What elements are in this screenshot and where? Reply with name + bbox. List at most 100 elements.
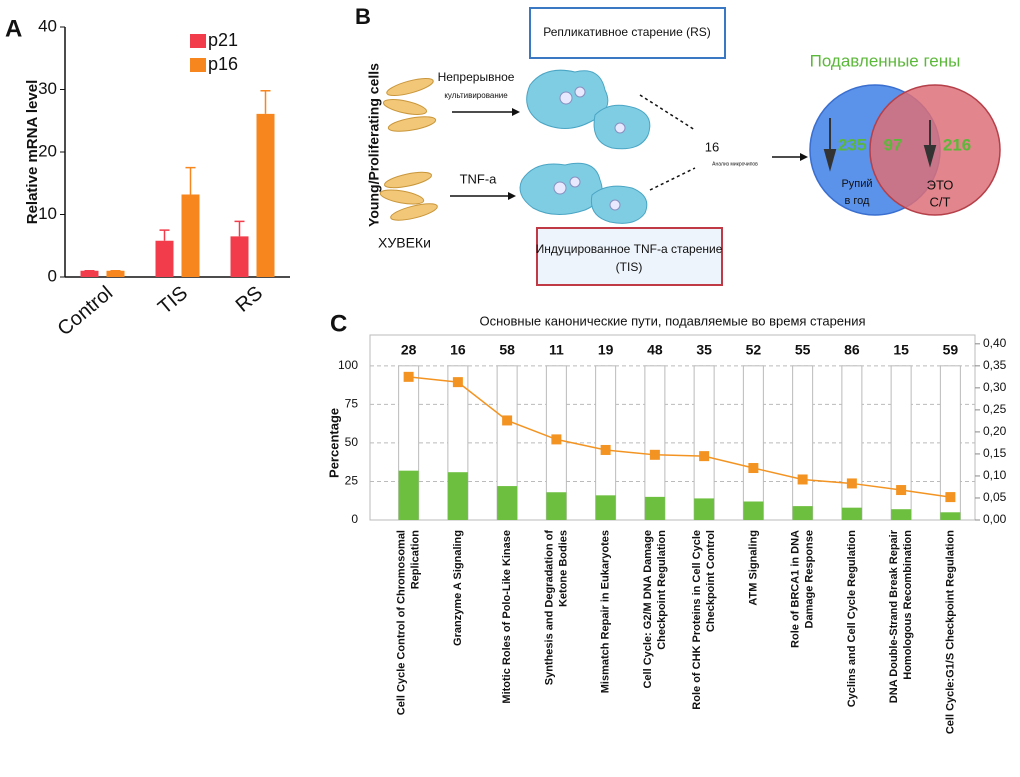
error-bar bbox=[260, 90, 271, 114]
y2-tick-label: 0,05 bbox=[983, 490, 1007, 504]
bar bbox=[792, 506, 813, 520]
y2-tick-label: 0,00 bbox=[983, 512, 1007, 526]
legend-label: p21 bbox=[208, 30, 238, 50]
error-bar bbox=[234, 220, 245, 237]
nuclei bbox=[553, 86, 626, 211]
bar-frame bbox=[742, 365, 764, 521]
cells bbox=[379, 78, 438, 221]
bar bbox=[181, 194, 200, 277]
y-tick-label: 10 bbox=[38, 204, 57, 223]
marker bbox=[797, 474, 808, 485]
y-tick-label: 100 bbox=[338, 358, 358, 372]
marker bbox=[649, 449, 660, 460]
y-tick-label: 0 bbox=[48, 266, 57, 285]
y-axis-label: Percentage bbox=[326, 408, 341, 478]
x-tick-label: Role of CHK Proteins in Cell Cycle bbox=[691, 530, 703, 710]
count-label: 58 bbox=[499, 342, 515, 358]
venn-label: Рупий bbox=[841, 178, 872, 190]
bar bbox=[841, 507, 862, 520]
bar-frame bbox=[890, 365, 912, 521]
venn-count: 235 bbox=[838, 135, 866, 154]
bar bbox=[230, 236, 249, 277]
x-tick-label: Cell Cycle:G1/S Checkpoint Regulation bbox=[944, 530, 956, 734]
bar-frame bbox=[841, 365, 863, 521]
marker bbox=[748, 463, 759, 474]
venn-label: в год bbox=[845, 195, 871, 207]
bar bbox=[497, 486, 518, 520]
bar bbox=[447, 472, 468, 520]
error-bar bbox=[185, 166, 196, 195]
arrow-head bbox=[512, 108, 520, 116]
x-tick-label: RS bbox=[232, 282, 267, 317]
side-label: Young/Proliferating cells bbox=[366, 63, 382, 227]
panel-label: B bbox=[355, 4, 371, 29]
box-tis-label: Индуцированное TNF-a старение bbox=[536, 242, 723, 256]
arrow-label: TNF-a bbox=[460, 171, 498, 186]
y2-tick-label: 0,40 bbox=[983, 336, 1007, 350]
arrow-head bbox=[508, 192, 516, 200]
marker bbox=[846, 478, 857, 489]
legend-label: p16 bbox=[208, 54, 238, 74]
legend-swatch bbox=[190, 34, 206, 48]
x-tick-label: Control bbox=[54, 282, 118, 340]
arrow-label: культивирование bbox=[444, 91, 508, 100]
marker bbox=[896, 485, 907, 496]
y2-tick-label: 0,30 bbox=[983, 380, 1007, 394]
x-tick-label: Cell Cycle: G2/M DNA Damage bbox=[642, 530, 654, 689]
bar-frame bbox=[693, 365, 715, 521]
x-tick-label: Damage Response bbox=[804, 530, 816, 628]
marker bbox=[699, 451, 710, 462]
count-label: 28 bbox=[401, 342, 417, 358]
venn-count: 97 bbox=[884, 135, 903, 154]
bar bbox=[155, 240, 174, 277]
bar bbox=[398, 470, 419, 520]
bar bbox=[940, 512, 961, 520]
legend-swatch bbox=[190, 58, 206, 72]
count-label: 48 bbox=[647, 342, 663, 358]
venn-circle bbox=[869, 84, 1001, 216]
x-tick-label: TIS bbox=[154, 282, 192, 319]
y-tick-label: 40 bbox=[38, 16, 57, 35]
microarray-label: Анализ микрочипов bbox=[712, 161, 758, 167]
y-tick-label: 50 bbox=[345, 435, 359, 449]
y-tick-label: 25 bbox=[345, 474, 359, 488]
box-rs-label: Репликативное старение (RS) bbox=[543, 25, 711, 39]
marker bbox=[600, 444, 611, 455]
marker bbox=[551, 434, 562, 445]
y-axis-label: Relative mRNA level bbox=[24, 80, 41, 225]
x-tick-label: Granzyme A Signaling bbox=[452, 530, 464, 646]
count-label: 19 bbox=[598, 342, 614, 358]
y-tick-label: 30 bbox=[38, 79, 57, 98]
bar bbox=[743, 501, 764, 520]
arrow bbox=[649, 167, 696, 191]
bar bbox=[256, 113, 275, 277]
count-label: 86 bbox=[844, 342, 860, 358]
venn-label: ЭТО bbox=[927, 177, 954, 192]
x-tick-label: DNA Double-Strand Break Repair bbox=[888, 529, 900, 703]
box-rs bbox=[529, 7, 726, 59]
bar bbox=[546, 492, 567, 520]
y-tick-label: 0 bbox=[351, 512, 358, 526]
x-tick-label: Cyclins and Cell Cycle Regulation bbox=[846, 530, 858, 708]
venn-count: 216 bbox=[943, 135, 971, 154]
chart-title: Основные канонические пути, подавляемые … bbox=[479, 313, 865, 328]
panel-label: A bbox=[5, 15, 22, 42]
panel-label: C bbox=[330, 310, 347, 337]
y-tick-label: 75 bbox=[345, 397, 359, 411]
y2-tick-label: 0,10 bbox=[983, 468, 1007, 482]
y2-tick-label: 0,35 bbox=[983, 358, 1007, 372]
count-label: 15 bbox=[893, 342, 909, 358]
marker bbox=[452, 377, 463, 388]
x-tick-label: ATM Signaling bbox=[747, 530, 759, 606]
diagram: Young/Proliferating cells ХУВЕКи Непреры… bbox=[366, 7, 1001, 286]
bar bbox=[80, 270, 99, 277]
venn-label: С/Т bbox=[930, 194, 951, 209]
venn-title: Подавленные гены bbox=[810, 51, 961, 70]
x-tick-label: Mitotic Roles of Polo-Like Kinase bbox=[501, 530, 513, 704]
bar bbox=[595, 495, 616, 520]
bar-frame bbox=[792, 365, 814, 521]
x-tick-label: Role of BRCA1 in DNA bbox=[790, 530, 802, 648]
y2-tick-label: 0,20 bbox=[983, 424, 1007, 438]
x-tick-label: Mismatch Repair in Eukaryotes bbox=[600, 530, 612, 693]
